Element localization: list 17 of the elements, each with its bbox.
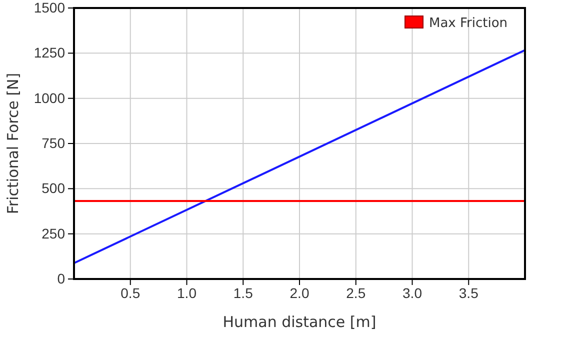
y-tick-label: 750 bbox=[42, 134, 66, 151]
x-tick-label: 3.0 bbox=[402, 284, 422, 301]
y-tick-label: 0 bbox=[57, 270, 66, 286]
x-tick-label: 0.5 bbox=[120, 284, 140, 301]
y-tick-label: 250 bbox=[42, 225, 66, 242]
x-tick-label: 2.0 bbox=[290, 284, 310, 301]
y-tick-label: 1500 bbox=[34, 0, 66, 16]
legend-label: Max Friction bbox=[429, 16, 508, 31]
y-tick-label: 1250 bbox=[34, 44, 66, 61]
y-tick-label: 500 bbox=[42, 180, 66, 196]
x-tick-label: 3.5 bbox=[458, 284, 479, 301]
y-axis-title: Frictional Force [N] bbox=[4, 72, 22, 214]
x-tick-label: 1.0 bbox=[177, 284, 197, 301]
y-tick-label: 1000 bbox=[34, 90, 66, 106]
x-axis-title: Human distance [m] bbox=[222, 313, 376, 331]
x-tick-label: 1.5 bbox=[233, 284, 254, 301]
x-tick-label: 2.5 bbox=[346, 284, 366, 301]
